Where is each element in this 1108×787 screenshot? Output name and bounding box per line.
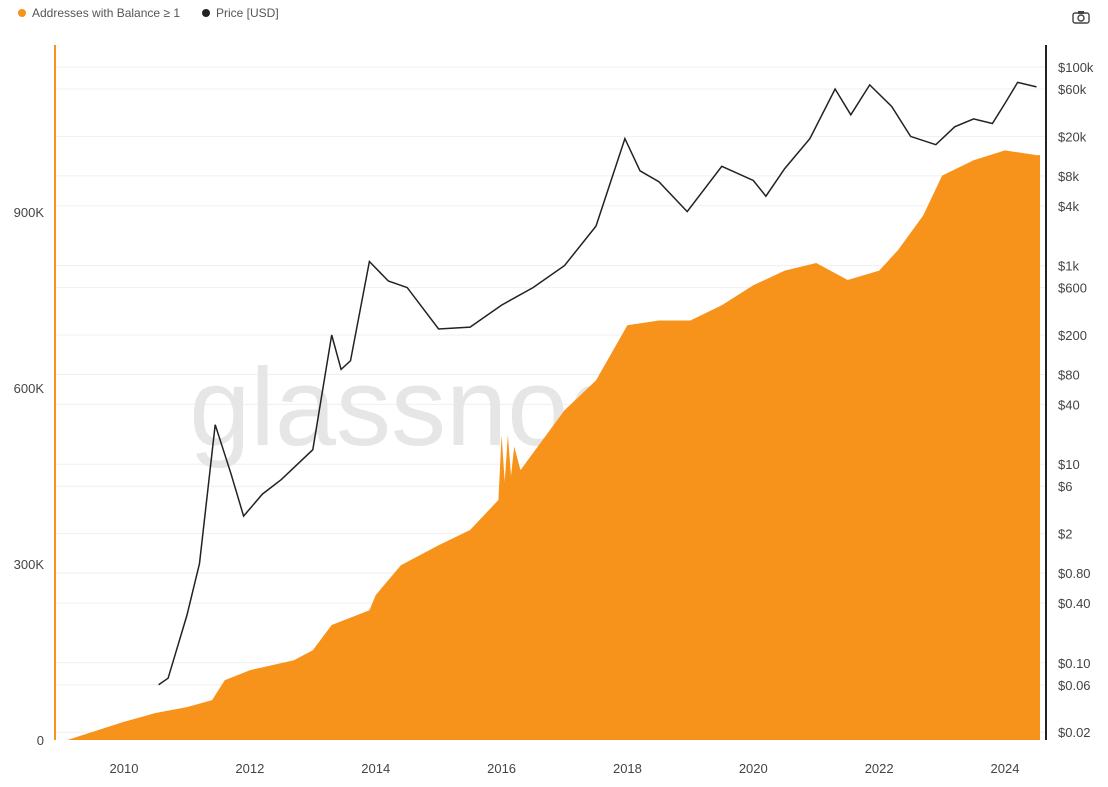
right-tick-label: $0.10 <box>1058 656 1091 671</box>
left-tick-label: 300K <box>14 557 45 572</box>
price-line <box>158 81 1037 686</box>
camera-icon[interactable] <box>1072 10 1090 24</box>
legend-item-price[interactable]: Price [USD] <box>202 6 279 20</box>
right-tick-label: $4k <box>1058 199 1079 214</box>
x-tick-label: 2022 <box>865 761 894 776</box>
left-tick-label: 0 <box>37 733 44 748</box>
legend: Addresses with Balance ≥ 1 Price [USD] <box>18 6 279 20</box>
legend-label: Addresses with Balance ≥ 1 <box>32 6 180 20</box>
right-tick-label: $600 <box>1058 281 1087 296</box>
left-tick-label: 600K <box>14 381 45 396</box>
x-tick-label: 2010 <box>110 761 139 776</box>
right-tick-label: $2 <box>1058 527 1072 542</box>
x-tick-label: 2012 <box>235 761 264 776</box>
right-tick-label: $6 <box>1058 479 1072 494</box>
left-tick-label: 900K <box>14 205 45 220</box>
x-tick-label: 2016 <box>487 761 516 776</box>
x-tick-label: 2014 <box>361 761 390 776</box>
right-tick-label: $0.06 <box>1058 678 1091 693</box>
right-tick-label: $200 <box>1058 328 1087 343</box>
right-tick-label: $20k <box>1058 129 1087 144</box>
x-tick-label: 2024 <box>991 761 1020 776</box>
x-tick-label: 2020 <box>739 761 768 776</box>
addresses-area <box>67 150 1041 740</box>
right-tick-label: $0.40 <box>1058 596 1091 611</box>
right-tick-label: $0.02 <box>1058 725 1091 740</box>
right-tick-label: $100k <box>1058 60 1094 75</box>
right-tick-label: $0.80 <box>1058 566 1091 581</box>
legend-item-addresses[interactable]: Addresses with Balance ≥ 1 <box>18 6 180 20</box>
right-tick-label: $1k <box>1058 259 1079 274</box>
right-tick-label: $10 <box>1058 457 1080 472</box>
right-tick-label: $40 <box>1058 397 1080 412</box>
legend-label: Price [USD] <box>216 6 279 20</box>
right-tick-label: $80 <box>1058 368 1080 383</box>
right-tick-label: $8k <box>1058 169 1079 184</box>
right-tick-label: $60k <box>1058 82 1087 97</box>
orange-dot-icon <box>18 9 26 17</box>
black-dot-icon <box>202 9 210 17</box>
x-tick-label: 2018 <box>613 761 642 776</box>
